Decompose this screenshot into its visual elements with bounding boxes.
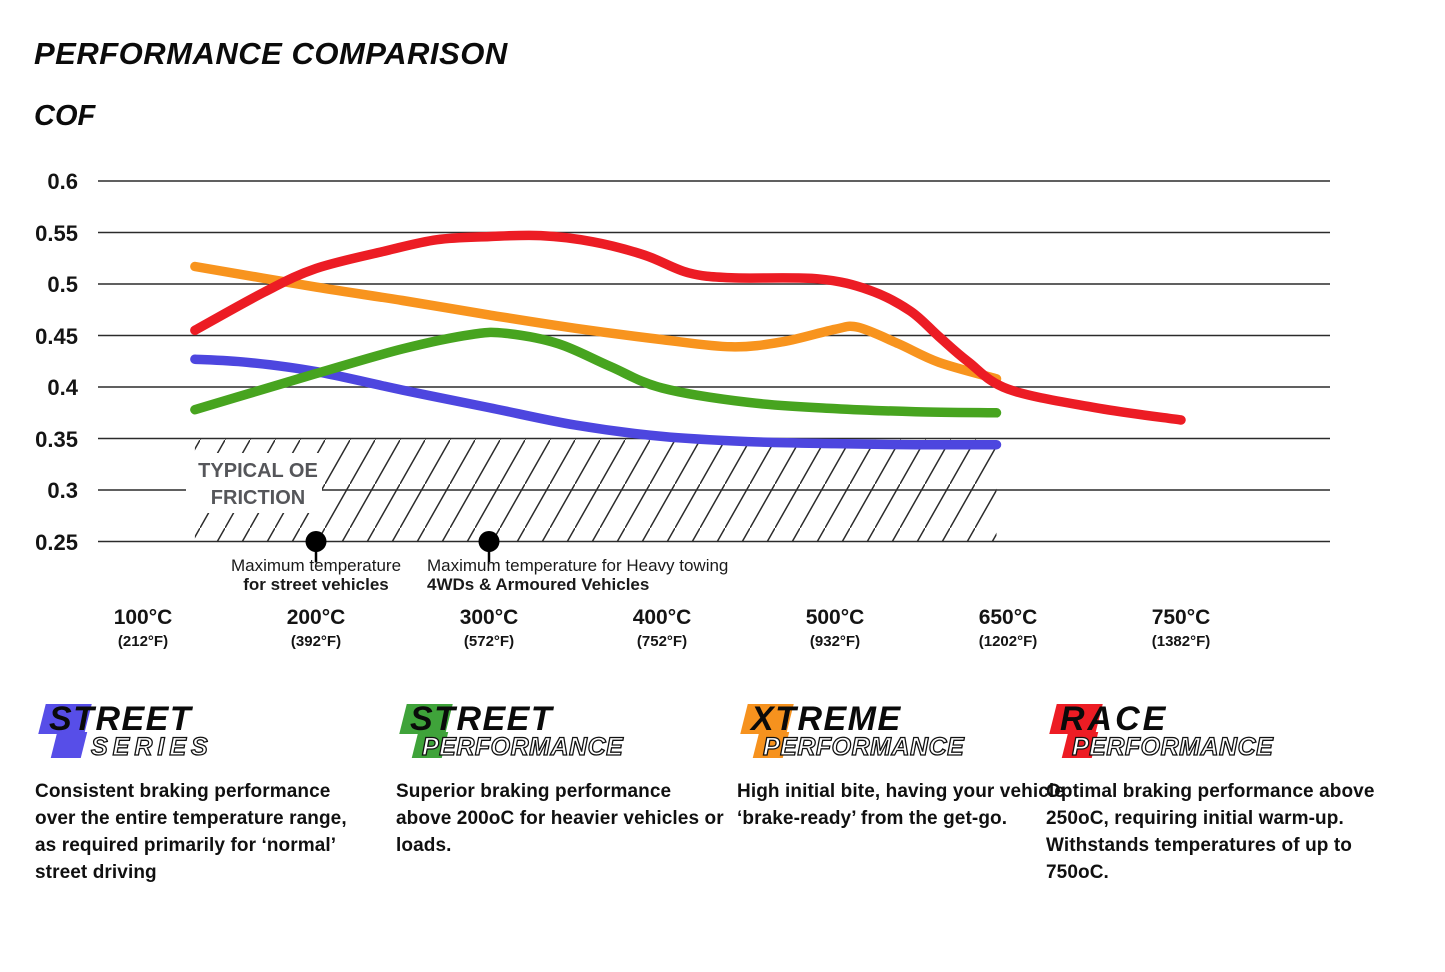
y-tick-label: 0.6 — [47, 169, 78, 194]
brand-description: Superior braking performance above 200oC… — [396, 781, 724, 856]
brand-street-series: STREET SERIES Consistent braking perform… — [35, 699, 370, 886]
brand-description: Optimal braking performance above 250oC,… — [1046, 781, 1375, 883]
marker-note-street-vehicles: Maximum temperature for street vehicles — [196, 556, 436, 594]
oe-friction-label-line1: TYPICAL OE — [198, 460, 318, 482]
x-tick-fahrenheit: (212°F) — [117, 633, 169, 650]
page-title: PERFORMANCE COMPARISON — [34, 36, 508, 71]
logo-word-primary: RACE — [1060, 700, 1169, 738]
brand-description: High initial bite, having your vehicle ‘… — [737, 781, 1065, 829]
y-tick-label: 0.4 — [47, 375, 78, 400]
y-tick-label: 0.45 — [35, 323, 78, 349]
x-tick-celsius: 200°C — [286, 606, 346, 629]
marker-note-line2: 4WDs & Armoured Vehicles — [427, 575, 650, 594]
race-performance-logo: RACE PERFORMANCE — [1046, 699, 1376, 763]
brand-description: Consistent braking performance over the … — [35, 781, 347, 883]
logo-word-primary: STREET — [49, 700, 193, 738]
series-line-street-performance — [190, 327, 1002, 418]
logo-word-secondary: SERIES — [90, 732, 213, 761]
y-tick-label: 0.5 — [47, 272, 78, 297]
y-axis-title: COF — [34, 100, 96, 132]
x-tick-celsius: 300°C — [459, 606, 519, 629]
oe-friction-label-line2: FRICTION — [210, 487, 306, 509]
x-tick-label: 100°C (212°F) — [73, 606, 213, 650]
x-tick-celsius: 100°C — [113, 606, 173, 629]
marker-note-line1: Maximum temperature for Heavy towing — [427, 556, 729, 575]
x-tick-celsius: 400°C — [632, 606, 692, 629]
street-performance-logo: STREET PERFORMANCE — [396, 699, 731, 763]
x-tick-fahrenheit: (1382°F) — [1151, 633, 1211, 650]
x-tick-fahrenheit: (572°F) — [463, 633, 515, 650]
x-tick-label: 300°C (572°F) — [419, 606, 559, 650]
x-tick-fahrenheit: (392°F) — [290, 633, 342, 650]
x-tick-label: 400°C (752°F) — [592, 606, 732, 650]
marker-dot — [478, 531, 500, 552]
marker-note-heavy-towing: Maximum temperature for Heavy towing 4WD… — [427, 556, 787, 594]
marker-dot — [305, 531, 327, 552]
x-tick-label: 750°C (1382°F) — [1111, 606, 1251, 650]
x-tick-celsius: 750°C — [1151, 606, 1211, 629]
logo-word-secondary: PERFORMANCE — [1071, 732, 1274, 761]
series-line-street-series — [190, 354, 1002, 450]
marker-note-line2: for street vehicles — [243, 575, 389, 594]
x-tick-fahrenheit: (932°F) — [809, 633, 861, 650]
oe-friction-label: TYPICAL OE FRICTION — [188, 458, 328, 512]
x-tick-celsius: 650°C — [978, 606, 1038, 629]
brand-street-performance: STREET PERFORMANCE Superior braking perf… — [396, 699, 731, 859]
series-line-race-performance — [190, 230, 1186, 425]
x-tick-label: 500°C (932°F) — [765, 606, 905, 650]
x-tick-fahrenheit: (752°F) — [636, 633, 688, 650]
logo-word-primary: STREET — [410, 700, 554, 738]
x-tick-label: 650°C (1202°F) — [938, 606, 1078, 650]
series-line-xtreme-performance — [190, 261, 1002, 384]
y-tick-label: 0.3 — [47, 478, 78, 503]
x-tick-fahrenheit: (1202°F) — [978, 633, 1038, 650]
brand-race-performance: RACE PERFORMANCE Optimal braking perform… — [1046, 699, 1376, 886]
series-curves — [190, 230, 1186, 450]
logo-word-secondary: PERFORMANCE — [421, 732, 624, 761]
brand-xtreme-performance: XTREME PERFORMANCE High initial bite, ha… — [737, 699, 1072, 832]
xtreme-performance-logo: XTREME PERFORMANCE — [737, 699, 1072, 763]
logo-word-primary: XTREME — [751, 700, 902, 738]
x-tick-label: 200°C (392°F) — [246, 606, 386, 650]
y-tick-label: 0.35 — [35, 426, 78, 452]
logo-word-secondary: PERFORMANCE — [762, 732, 965, 761]
marker-note-line1: Maximum temperature — [230, 556, 402, 575]
x-tick-celsius: 500°C — [805, 606, 865, 629]
y-tick-label: 0.25 — [35, 529, 78, 555]
street-series-logo: STREET SERIES — [35, 699, 370, 763]
y-tick-label: 0.55 — [35, 220, 78, 246]
